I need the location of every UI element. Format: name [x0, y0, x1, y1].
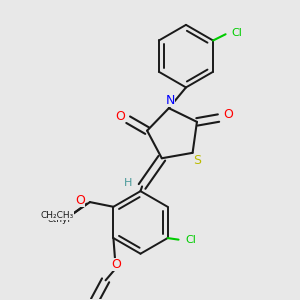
Text: H: H [124, 178, 132, 188]
Text: O: O [75, 194, 85, 207]
Text: ethyl: ethyl [47, 215, 70, 224]
Text: Cl: Cl [231, 28, 242, 38]
Text: Cl: Cl [186, 235, 196, 244]
Text: O: O [116, 110, 125, 123]
Text: N: N [166, 94, 175, 107]
Text: CH₂CH₃: CH₂CH₃ [40, 211, 74, 220]
Text: O: O [112, 258, 122, 271]
Text: S: S [193, 154, 201, 167]
Text: O: O [223, 108, 233, 122]
